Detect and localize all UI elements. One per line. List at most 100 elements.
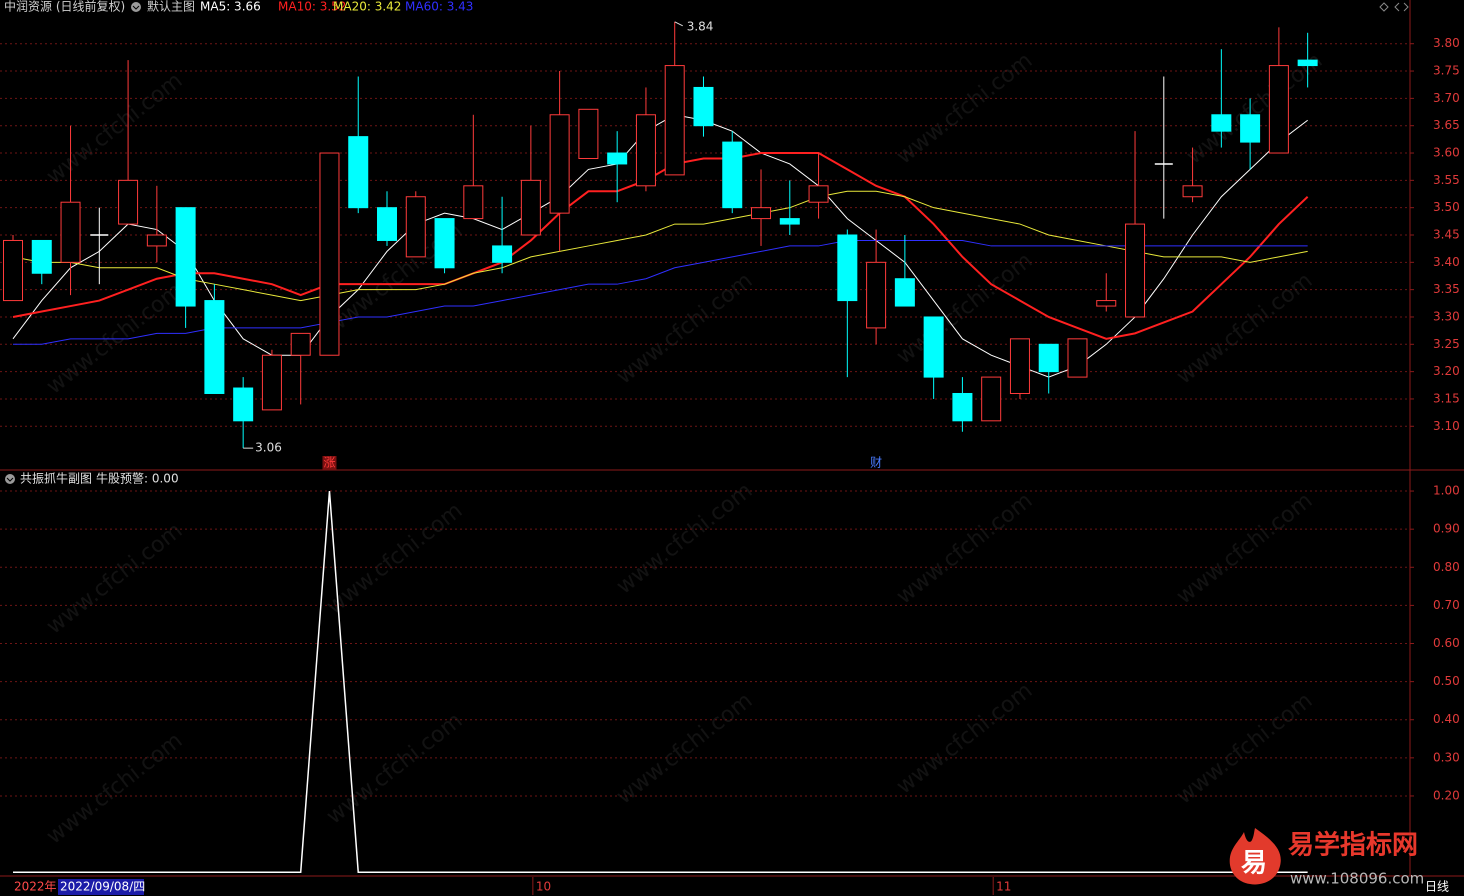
indicator-title: 共振抓牛副图 xyxy=(20,471,92,486)
logo: 易 易学指标网 www.108096.com xyxy=(1229,828,1424,888)
y-tick-label: 3.20 xyxy=(1433,364,1460,378)
candle-body xyxy=(1211,114,1232,132)
y-tick-label: 0.60 xyxy=(1433,636,1460,650)
candle-body xyxy=(549,114,570,214)
menu-icon[interactable] xyxy=(131,2,141,12)
event-label: 财 xyxy=(870,456,882,470)
y-tick-label: 0.80 xyxy=(1433,560,1460,574)
status-year: 2022年 xyxy=(14,880,57,894)
candle-body xyxy=(405,196,426,258)
y-tick-label: 1.00 xyxy=(1433,484,1460,498)
y-tick-label: 3.80 xyxy=(1433,36,1460,50)
event-badge xyxy=(322,456,337,470)
window-buttons xyxy=(1379,2,1409,12)
candle-body xyxy=(1009,338,1030,394)
y-tick-label: 3.25 xyxy=(1433,337,1460,351)
candle-body xyxy=(290,332,311,356)
logo-mark: 易 xyxy=(1241,849,1267,879)
diamond-button[interactable] xyxy=(1379,2,1389,12)
legend-entry: MA60: 3.43 xyxy=(405,0,473,14)
event-label: 涨 xyxy=(323,455,335,470)
x-tick-label: 11 xyxy=(996,880,1011,894)
ma-line xyxy=(12,152,1309,340)
logo-name: 易学指标网 xyxy=(1288,830,1418,861)
logo-url: www.108096.com xyxy=(1290,870,1424,888)
candle-body xyxy=(1096,300,1117,307)
y-tick-label: 3.40 xyxy=(1433,255,1460,269)
candle-body xyxy=(463,185,484,220)
candle-body xyxy=(60,201,81,263)
candle-body xyxy=(492,245,513,263)
candle-body xyxy=(808,185,829,203)
y-tick-label: 3.30 xyxy=(1433,309,1460,323)
status-date: 2022/09/08/四 xyxy=(60,880,145,894)
candle-body xyxy=(1240,114,1261,143)
candle-body xyxy=(866,261,887,329)
y-tick-label: 0.90 xyxy=(1433,522,1460,536)
max-label: 3.84 xyxy=(687,19,714,33)
candle-body xyxy=(434,218,455,269)
ma-line xyxy=(13,239,1308,345)
candle-body xyxy=(779,218,800,225)
candle-body xyxy=(31,239,52,274)
ma-line xyxy=(12,190,1308,302)
y-tick-label: 3.75 xyxy=(1433,64,1460,78)
candle-body xyxy=(1268,65,1289,154)
candle-body xyxy=(635,114,656,187)
candle-body xyxy=(981,376,1002,422)
candle-body xyxy=(722,141,743,209)
candle-body xyxy=(664,65,685,176)
y-tick-label: 3.50 xyxy=(1433,200,1460,214)
candle-body xyxy=(1067,338,1088,378)
max-arrow xyxy=(674,21,683,27)
menu-icon-arrow xyxy=(6,477,14,482)
menu-icon-arrow xyxy=(132,5,140,10)
min-label: 3.06 xyxy=(255,441,282,455)
candle-body xyxy=(377,207,398,241)
candle-body xyxy=(261,354,282,411)
candle-body xyxy=(348,136,369,209)
indicator-value: 牛股预警: 0.00 xyxy=(96,471,179,486)
candle-body xyxy=(837,234,858,302)
indicator-line xyxy=(13,491,1308,873)
next-button[interactable] xyxy=(1403,2,1409,12)
y-tick-label: 3.65 xyxy=(1433,118,1460,132)
y-tick-label: 0.50 xyxy=(1433,674,1460,688)
candle-body xyxy=(118,179,139,225)
candle-body xyxy=(751,207,772,220)
candle-body xyxy=(1125,223,1146,318)
y-tick-label: 3.35 xyxy=(1433,282,1460,296)
candle-body xyxy=(233,387,254,422)
y-tick-label: 3.60 xyxy=(1433,146,1460,160)
ma-line xyxy=(12,114,1308,378)
candle-body xyxy=(1297,59,1318,67)
legend-entry: MA10: 3.52 xyxy=(278,0,346,14)
y-tick-label: 3.10 xyxy=(1433,419,1460,433)
legend-entry: MA20: 3.42 xyxy=(333,0,401,14)
y-tick-label: 3.15 xyxy=(1433,391,1460,405)
candle-body xyxy=(146,234,167,247)
y-tick-label: 3.45 xyxy=(1433,228,1460,242)
candle-body xyxy=(319,152,340,356)
date-highlight xyxy=(58,879,144,895)
y-tick-label: 0.30 xyxy=(1433,750,1460,764)
candle-body xyxy=(923,316,944,378)
candle-body xyxy=(3,239,23,302)
stock-title: 中润资源 (日线前复权) xyxy=(4,0,125,14)
y-tick-label: 0.20 xyxy=(1433,788,1460,802)
candle-body xyxy=(693,86,714,127)
legend-entry: MA5: 3.66 xyxy=(200,0,261,14)
prev-button[interactable] xyxy=(1394,2,1400,12)
candle-body xyxy=(1182,185,1203,198)
candle-body xyxy=(607,152,628,165)
y-tick-label: 3.55 xyxy=(1433,173,1460,187)
logo-flame xyxy=(1229,828,1281,885)
y-tick-label: 0.40 xyxy=(1433,712,1460,726)
menu-icon[interactable] xyxy=(5,474,15,484)
candle-body xyxy=(1038,343,1059,373)
candle-body xyxy=(520,179,541,236)
main-chart-name: 默认主图 xyxy=(147,0,195,14)
